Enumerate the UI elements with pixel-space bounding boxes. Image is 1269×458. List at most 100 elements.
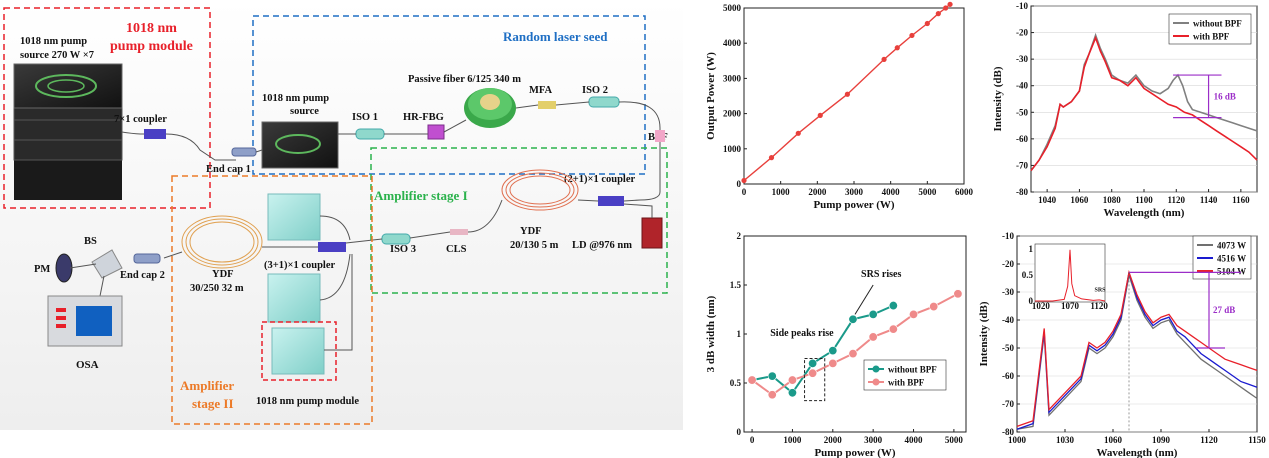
pump-module2-frame [261, 321, 337, 381]
data-point [747, 375, 757, 385]
annotation-27db: 27 dB [1213, 305, 1235, 315]
pump-module-frame [3, 7, 211, 209]
osa-box [47, 295, 123, 347]
x-tick-label: 1000 [1008, 435, 1027, 445]
y-tick-label: 3000 [723, 73, 742, 83]
y-axis-label: Intensity (dB) [978, 301, 990, 366]
series-4073-w-line [1016, 275, 1258, 430]
end-cap-2-label: End cap 2 [120, 270, 165, 281]
pump-block-middle [267, 273, 321, 323]
y-tick-label: -50 [1016, 107, 1028, 117]
data-point [909, 309, 919, 319]
iso3 [381, 233, 411, 245]
y-tick-label: -70 [1002, 399, 1014, 409]
x-tick-label: 1040 [1038, 195, 1057, 205]
ydf2-label-2: 30/250 32 m [190, 283, 244, 294]
coupler-7x1 [144, 129, 166, 139]
y-tick-label: 0.5 [730, 378, 742, 388]
data-point [848, 349, 858, 359]
seed-pump-label-1: 1018 nm pump [262, 93, 329, 104]
y-axis-label: 3 dB width (nm) [705, 295, 717, 372]
y-tick-label: -80 [1016, 187, 1028, 197]
data-point [943, 5, 949, 11]
osa-label: OSA [76, 359, 99, 371]
x-tick-label: 1140 [1200, 195, 1218, 205]
y-tick-label: -40 [1016, 81, 1028, 91]
annotation-arrow [854, 284, 874, 315]
data-point [947, 1, 953, 7]
pump-module2-label: 1018 nm pump module [256, 396, 359, 407]
y-tick-label: -20 [1016, 28, 1028, 38]
hr-fbg-label: HR-FBG [403, 112, 444, 123]
inset-x-tick-label: 1070 [1061, 301, 1080, 311]
bpf [655, 130, 665, 142]
coupler-2p1 [598, 196, 624, 206]
legend-box [1168, 13, 1252, 45]
x-tick-label: 1000 [783, 435, 802, 445]
legend-label: with BPF [1193, 32, 1230, 42]
iso1 [355, 128, 385, 140]
hr-fbg [427, 124, 445, 140]
y-tick-label: 2000 [723, 109, 742, 119]
x-tick-label: 1160 [1232, 195, 1250, 205]
ld-976 [641, 217, 663, 249]
data-point [868, 309, 878, 319]
data-point [844, 91, 851, 97]
amp1-title: Amplifier stage I [374, 188, 468, 203]
data-point [909, 32, 915, 39]
data-point [881, 56, 887, 62]
ld-label: LD @976 nm [572, 240, 632, 251]
x-tick-label: 1120 [1168, 195, 1186, 205]
y-tick-label: -10 [1002, 231, 1014, 241]
y-tick-label: 5000 [723, 3, 742, 13]
x-tick-label: 6000 [955, 187, 974, 197]
legend-label: 4073 W [1217, 241, 1246, 251]
data-point [741, 177, 747, 184]
data-point [888, 324, 898, 334]
data-point [929, 302, 939, 312]
x-tick-label: 0 [750, 435, 755, 445]
mfa [538, 101, 556, 109]
x-axis-label: Wavelength (nm) [1104, 207, 1185, 219]
legend-label: 5104 W [1217, 267, 1246, 277]
iso2-label: ISO 2 [582, 85, 608, 96]
x-tick-label: 1060 [1104, 435, 1123, 445]
ydf1-label-1: YDF [520, 226, 542, 237]
x-tick-label: 1030 [1056, 435, 1075, 445]
data-point [768, 155, 775, 161]
amp2-frame [171, 175, 373, 425]
pump-block-top [267, 193, 321, 241]
x-axis-label: Pump power (W) [813, 199, 894, 211]
plot-frame [743, 235, 967, 433]
chart-4: 1000 1030 1060 1090 1120 1150 -80 -70 -60 -50 -40 -… [978, 231, 1266, 458]
beam-splitter [91, 249, 123, 279]
legend-marker [872, 378, 880, 386]
coupler-3p1 [318, 242, 346, 252]
y-tick-label: -30 [1016, 54, 1028, 64]
x-tick-label: 1090 [1152, 435, 1171, 445]
data-point [817, 112, 823, 118]
x-axis-label: Wavelength (nm) [1097, 447, 1178, 458]
y-tick-label: 1.5 [730, 280, 742, 290]
x-tick-label: 1080 [1103, 195, 1122, 205]
series-with-bpf-line [1030, 35, 1258, 172]
ydf2-label-1: YDF [212, 269, 234, 280]
data-point [924, 20, 930, 27]
chart-text-layer: Side peaks rise SRS rises 16 dB 27 dB SR… [770, 91, 1236, 339]
x-tick-label: 0 [742, 187, 747, 197]
y-tick-label: -70 [1016, 160, 1028, 170]
passive-fiber-label: Passive fiber 6/125 340 m [408, 74, 521, 85]
data-point [953, 289, 963, 299]
chart-2: 1040 1060 1080 1100 1120 1140 1160 -80 -70 -60 -50… [992, 1, 1258, 219]
cls [450, 229, 468, 235]
fiber-endcap1 [255, 149, 263, 153]
y-tick-label: -50 [1002, 343, 1014, 353]
pump-block-bottom [271, 327, 325, 375]
ydf1-coil [501, 169, 579, 211]
y-tick-label: -20 [1002, 259, 1014, 269]
amp2-title-2: stage II [192, 396, 234, 411]
pump-source-label-2: source 270 W ×7 [20, 50, 94, 61]
data-point [787, 388, 797, 398]
data-point [808, 358, 818, 368]
